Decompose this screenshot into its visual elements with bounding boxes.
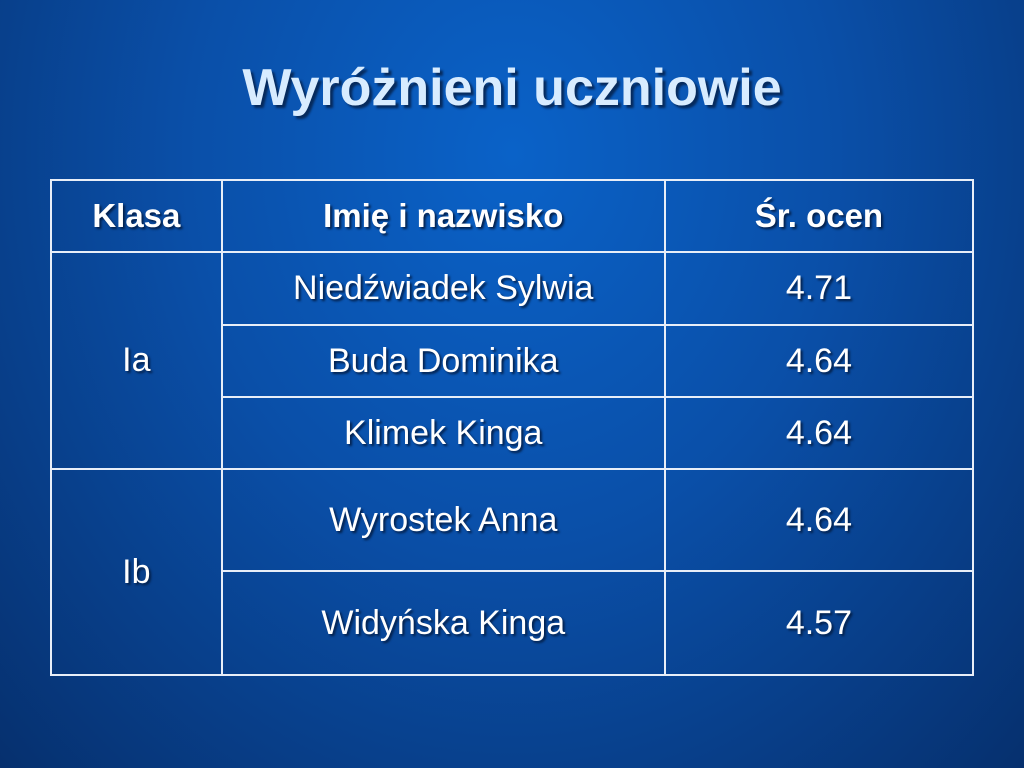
header-row: Klasa Imię i nazwisko Śr. ocen (50, 179, 975, 253)
row: Widyńska Kinga 4.57 (51, 570, 975, 676)
name-cell: Buda Dominika (220, 324, 666, 398)
row: Ia Niedźwiadek Sylwia 4.71 (50, 251, 975, 470)
class-cell: Ia (50, 251, 223, 470)
average-cell: 4.57 (663, 570, 975, 676)
name-cell: Widyńska Kinga (220, 570, 666, 676)
slide-title: Wyróżnieni uczniowie (242, 59, 782, 117)
name-cell: Wyrostek Anna (220, 468, 666, 572)
name-cell: Niedźwiadek Sylwia (220, 251, 666, 326)
header-cell: Śr. ocen (663, 179, 975, 253)
name-cell: Klimek Kinga (220, 396, 666, 470)
average-cell: 4.64 (663, 396, 975, 470)
header-cell: Klasa (50, 179, 223, 253)
average-cell: 4.64 (663, 324, 975, 398)
table: Klasa Imię i nazwisko Śr. ocen Ia Niedźw… (50, 179, 975, 676)
row: Buda Dominika 4.64 (51, 324, 975, 398)
header-cell: Imię i nazwisko (220, 179, 666, 253)
average-cell: 4.64 (663, 468, 975, 572)
row: Ib Wyrostek Anna 4.64 (50, 468, 975, 676)
average-cell: 4.71 (663, 251, 975, 326)
class-cell: Ib (50, 468, 223, 676)
row: Klimek Kinga 4.64 (51, 396, 975, 470)
